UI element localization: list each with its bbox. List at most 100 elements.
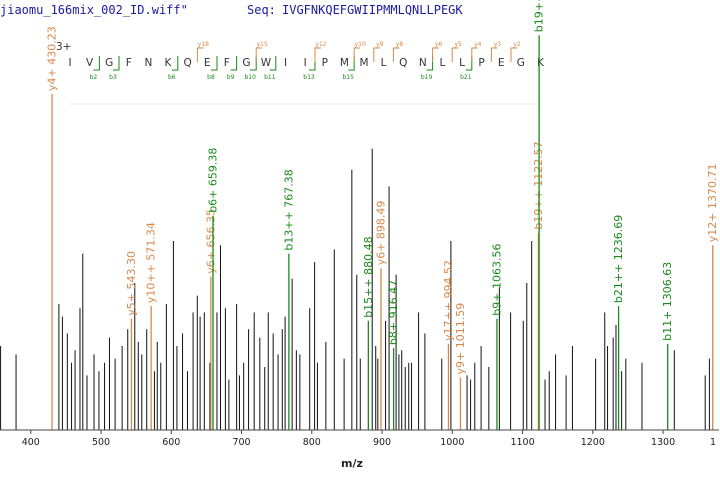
y-fragment-label-6: y6: [435, 41, 443, 48]
residue-14: M: [340, 57, 349, 69]
peak-label-0: y4+ 430.23: [46, 26, 59, 91]
b-fragment-label-10: b21: [460, 74, 472, 81]
residue-9: G: [242, 57, 250, 69]
fragment-sequence-map: 3+I V G F N K Q E F G W I I P M M L Q N L L P E G Kb2 b3 b6 b8 b9 b10…: [56, 41, 545, 105]
b-fragment-label-5: b10: [244, 74, 256, 81]
b-fragment-label-1: b3: [109, 74, 117, 81]
residue-11: I: [284, 57, 287, 69]
x-axis: 400 500 600 700 800 900 1000 1100 1200 1300 1 m/z: [0, 429, 719, 470]
b-cleavage-4: [230, 56, 238, 71]
y-cleavage-7: [451, 47, 459, 62]
y-fragment-label-9: y3: [494, 41, 502, 48]
x-tick-label-8: 1200: [581, 437, 605, 448]
y-fragment-label-1: y15: [257, 41, 268, 48]
peak-label-1: y5+ 543.30: [125, 251, 138, 316]
residue-23: G: [517, 57, 525, 69]
b-fragment-label-6: b11: [264, 74, 276, 81]
peak-label-11: b9+ 1063.56: [490, 244, 503, 316]
peak-label-8: b8+ 916.47: [387, 280, 400, 345]
residue-1: V: [86, 57, 94, 69]
residue-4: N: [144, 57, 152, 69]
residue-22: E: [498, 57, 505, 69]
x-tick-label-4: 800: [303, 437, 321, 448]
peak-label-3: y6+ 656.35: [204, 209, 217, 274]
x-tick-label-9: 1300: [651, 437, 675, 448]
peak-label-13: b19++ 1123.58: [533, 0, 546, 32]
y-fragment-label-3: y10: [355, 41, 366, 48]
y-fragment-label-0: y18: [198, 41, 209, 48]
x-tick-label-6: 1000: [440, 437, 464, 448]
b-cleavage-7: [309, 56, 316, 71]
labeled-peaks: y4+ 430.23 y5+ 543.30 y10++ 571.34 y6+ 656.…: [46, 0, 719, 430]
x-tick-label-10: 1: [710, 437, 716, 448]
b-fragment-label-4: b9: [227, 74, 235, 81]
residue-13: P: [322, 57, 328, 69]
unlabeled-peaks: [0, 148, 710, 430]
y-cleavage-10: [510, 47, 517, 62]
x-tick-label-7: 1100: [510, 437, 534, 448]
residue-3: F: [126, 57, 132, 69]
peak-label-9: y17++ 994.52: [442, 260, 455, 341]
b-cleavage-0: [93, 56, 100, 71]
y-cleavage-9: [490, 47, 498, 62]
residue-7: E: [204, 57, 211, 69]
x-tick-label-0: 400: [22, 437, 40, 448]
residue-17: Q: [399, 57, 407, 69]
b-fragment-label-0: b2: [90, 74, 98, 81]
b-cleavage-8: [348, 56, 355, 71]
residue-20: L: [459, 57, 465, 69]
peak-label-5: b13++ 767.38: [282, 169, 295, 250]
y-cleavage-0: [196, 47, 204, 62]
y-fragment-label-8: y4: [474, 41, 482, 48]
y-fragment-label-5: y8: [396, 41, 404, 48]
b-fragment-label-2: b6: [168, 74, 176, 81]
x-tick-label-1: 500: [92, 437, 110, 448]
peak-label-10: y9+ 1011.59: [454, 303, 467, 375]
x-axis-title: m/z: [341, 457, 363, 470]
peak-label-2: y10++ 571.34: [145, 222, 158, 303]
peak-label-16: y12+ 1370.71: [706, 163, 719, 242]
residue-18: N: [419, 57, 427, 69]
residue-15: M: [359, 57, 368, 69]
residue-10: W: [261, 57, 272, 69]
file-name: jiaomu_166mix_002_ID.wiff": [0, 3, 188, 17]
y-cleavage-1: [255, 47, 263, 62]
b-cleavage-1: [113, 56, 120, 71]
b-fragment-label-7: b13: [303, 74, 315, 81]
sequence-label: Seq:: [247, 3, 276, 17]
b-cleavage-6: [269, 56, 277, 71]
y-fragment-label-10: y2: [513, 41, 521, 48]
peptide-sequence: IVGFNKQEFGWIIPMMLQNLLPEGK: [282, 3, 463, 17]
residue-0: I: [68, 57, 71, 69]
precursor-charge: 3+: [56, 41, 71, 53]
y-cleavage-8: [471, 47, 478, 62]
x-tick-label-3: 700: [232, 437, 250, 448]
peak-label-7: y6+ 898.49: [374, 201, 387, 266]
residue-8: F: [224, 57, 230, 69]
residue-6: Q: [183, 57, 191, 69]
b-fragment-label-3: b8: [207, 74, 215, 81]
peak-label-12: b19++ 1122.57: [532, 141, 545, 229]
b-cleavage-9: [426, 56, 434, 71]
peak-label-14: b21++ 1236.69: [612, 215, 625, 303]
b-cleavage-5: [250, 56, 257, 71]
y-cleavage-2: [314, 47, 321, 62]
peak-label-15: b11+ 1306.63: [661, 262, 674, 341]
residue-21: P: [478, 57, 484, 69]
y-cleavage-6: [432, 47, 439, 62]
y-cleavage-5: [392, 47, 400, 62]
b-cleavage-2: [171, 56, 179, 71]
y-fragment-label-2: y12: [315, 41, 326, 48]
b-fragment-label-9: b19: [421, 74, 433, 81]
residue-12: I: [304, 57, 307, 69]
b-fragment-label-8: b15: [342, 74, 354, 81]
spectrum-header: jiaomu_166mix_002_ID.wiff" Seq: IVGFNKQE…: [0, 0, 720, 20]
residue-24: K: [537, 57, 545, 69]
residue-2: G: [105, 57, 113, 69]
peak-label-6: b15++ 880.48: [362, 236, 375, 317]
x-tick-label-5: 900: [373, 437, 391, 448]
peak-label-4: b6+ 659.38: [207, 148, 220, 213]
x-tick-label-2: 600: [162, 437, 180, 448]
b-cleavage-10: [465, 56, 473, 71]
